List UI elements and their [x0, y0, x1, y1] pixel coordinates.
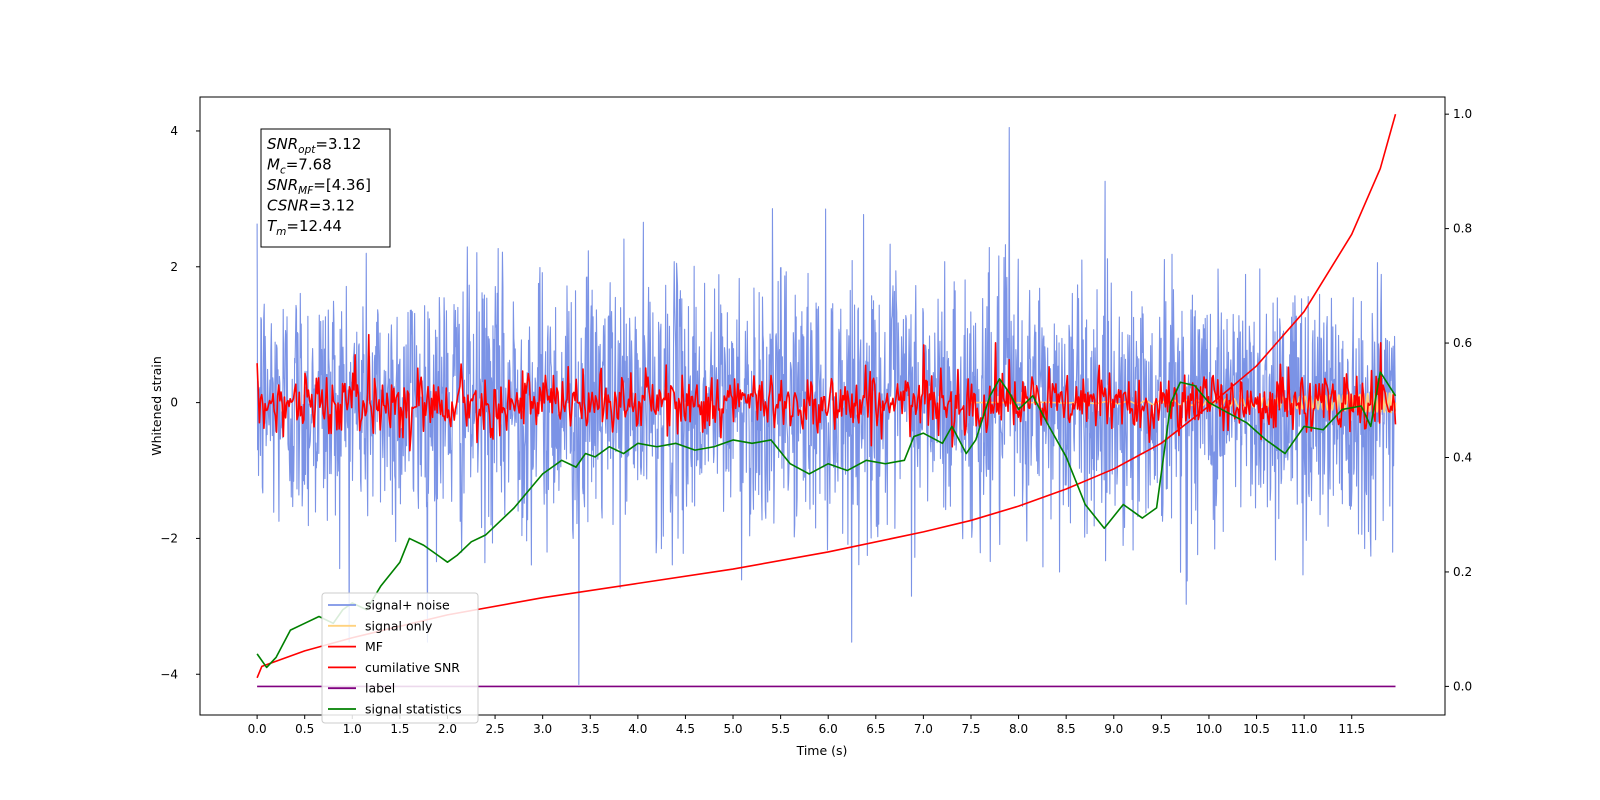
x-tick-label: 3.0 [533, 722, 552, 736]
x-tick-label: 3.5 [581, 722, 600, 736]
legend-entry: label [365, 681, 395, 696]
x-tick-label: 11.0 [1291, 722, 1318, 736]
x-tick-label: 6.0 [819, 722, 838, 736]
series-signal-statistics-line [256, 371, 1397, 669]
info-line: Tm=12.44 [267, 217, 342, 238]
legend-entry: cumilative SNR [365, 660, 460, 675]
y-right-tick-label: 0.4 [1453, 451, 1472, 465]
y-tick-label: 0 [170, 396, 178, 410]
series-mf-line [256, 333, 1397, 452]
x-tick-label: 5.5 [771, 722, 790, 736]
x-tick-label: 8.0 [1009, 722, 1028, 736]
y-axis-label: Whitened strain [149, 356, 164, 455]
x-tick-label: 4.5 [676, 722, 695, 736]
legend-entry: MF [365, 639, 383, 654]
x-tick-label: 7.5 [961, 722, 980, 736]
x-tick-label: 1.5 [390, 722, 409, 736]
x-tick-label: 7.0 [914, 722, 933, 736]
legend: signal+ noise signal only MF cumilative SNR… [321, 592, 479, 724]
x-tick-label: 11.5 [1338, 722, 1365, 736]
x-tick-label: 9.5 [1152, 722, 1171, 736]
series-signal-noise-line [256, 127, 1397, 685]
y-right-tick-label: 0.8 [1453, 222, 1472, 236]
legend-entry: signal+ noise [365, 598, 450, 613]
legend-frame [321, 592, 479, 724]
x-tick-label: 9.0 [1104, 722, 1123, 736]
x-tick-label: 0.5 [295, 722, 314, 736]
x-tick-label: 10.5 [1243, 722, 1270, 736]
plot-frame [199, 96, 1446, 716]
x-tick-label: 8.5 [1057, 722, 1076, 736]
legend-entry: signal only [365, 618, 433, 633]
legend-entry: signal statistics [365, 702, 462, 717]
x-tick-label: 6.5 [866, 722, 885, 736]
info-line: Mc=7.68 [267, 156, 332, 177]
y-right-tick-label: 0.6 [1453, 336, 1472, 350]
x-axis-label: Time (s) [796, 743, 848, 758]
info-line: SNRopt=3.12 [267, 135, 361, 156]
axes-layer: 0.0 0.5 1.0 1.5 2.0 2.5 3.0 3.5 4.0 4.5 5.0 5.5 6.0 6… [160, 107, 1472, 736]
info-line: SNRMF=[4.36] [267, 176, 371, 197]
y-right-tick-label: 0.0 [1453, 679, 1472, 693]
y-tick-label: −2 [160, 531, 178, 545]
x-tick-label: 1.0 [343, 722, 362, 736]
x-tick-label: 4.0 [628, 722, 647, 736]
y-tick-label: −4 [160, 667, 178, 681]
x-tick-label: 0.0 [248, 722, 267, 736]
x-tick-label: 2.5 [486, 722, 505, 736]
x-tick-label: 2.0 [438, 722, 457, 736]
y-tick-label: 2 [170, 260, 178, 274]
info-line: CSNR=3.12 [267, 197, 355, 215]
x-tick-label: 10.0 [1196, 722, 1223, 736]
y-right-tick-label: 0.2 [1453, 565, 1472, 579]
y-right-tick-label: 1.0 [1453, 107, 1472, 121]
x-tick-label: 5.0 [723, 722, 742, 736]
y-tick-label: 4 [170, 124, 178, 138]
info-box-frame [260, 128, 391, 248]
